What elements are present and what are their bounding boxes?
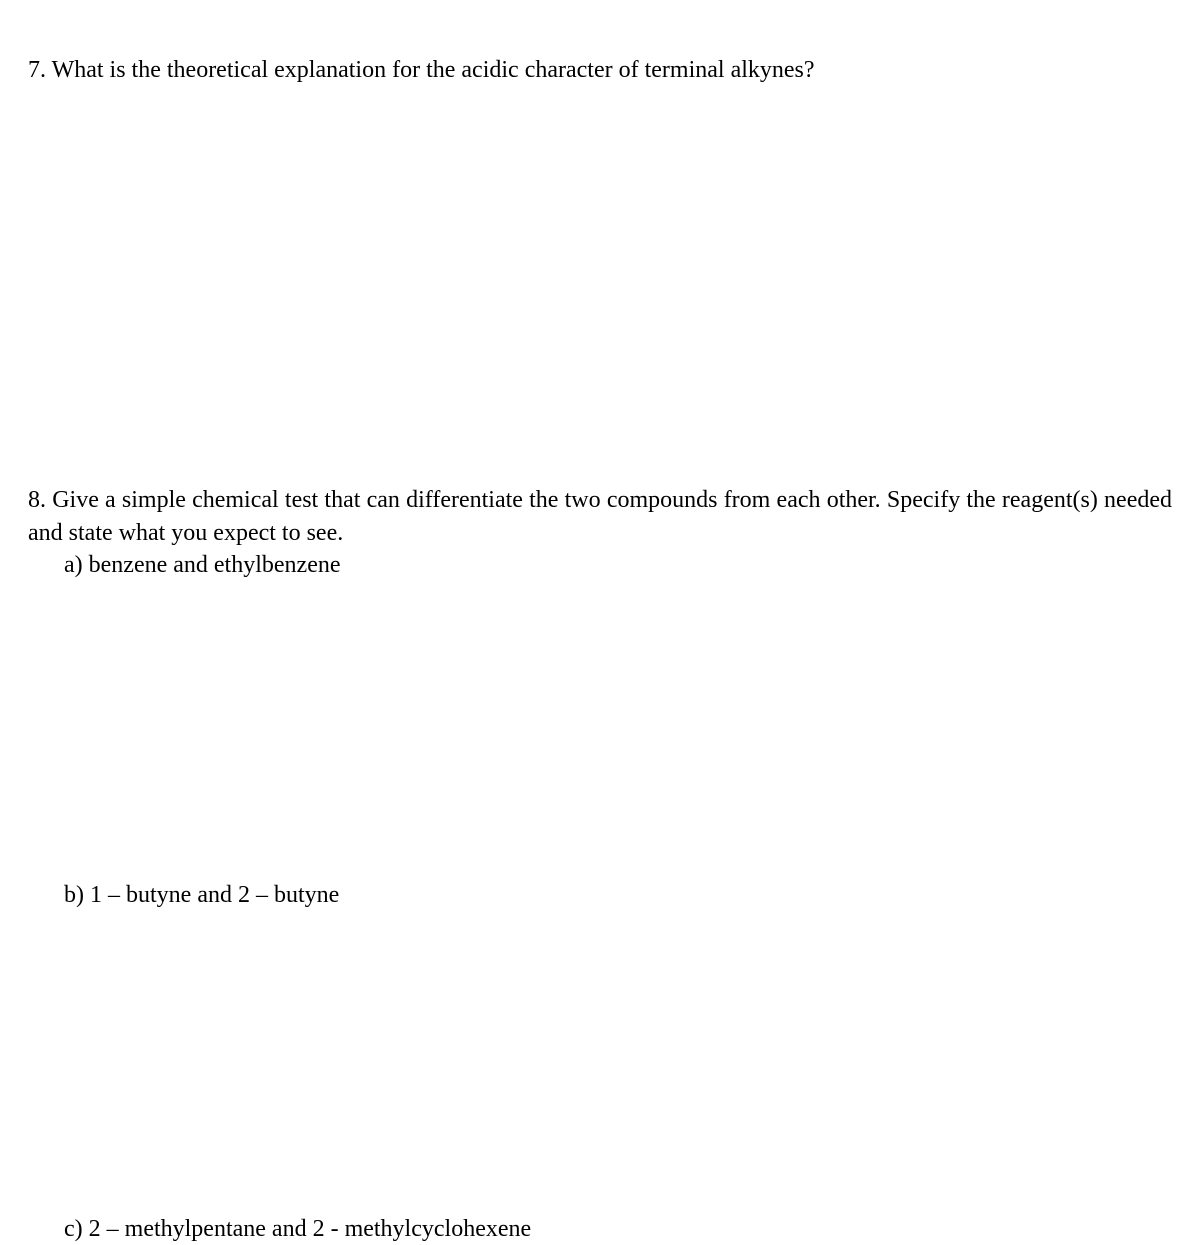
question-8a-text: a) benzene and ethylbenzene [28,549,1172,581]
question-7-text: 7. What is the theoretical explanation f… [28,54,1172,86]
question-8-main-text: 8. Give a simple chemical test that can … [28,484,1172,549]
question-8c-text: c) 2 – methylpentane and 2 - methylcyclo… [28,1213,1172,1245]
question-8b-text: b) 1 – butyne and 2 – butyne [28,879,1172,911]
